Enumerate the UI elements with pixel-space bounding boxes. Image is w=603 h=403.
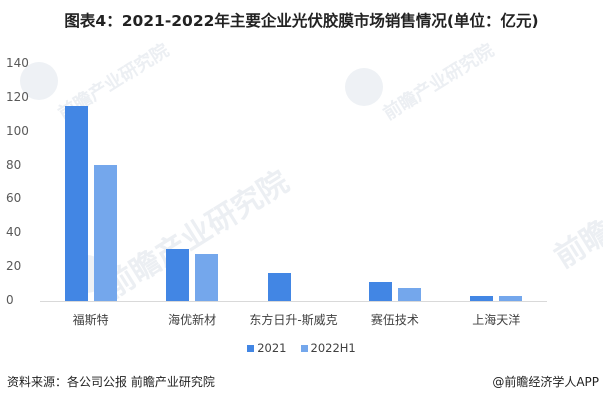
watermark: 前瞻产业研究院	[548, 134, 603, 276]
bar-2021	[64, 105, 88, 301]
legend: 2021 2022H1	[0, 341, 603, 355]
source-note: 资料来源：各公司公报 前瞻产业研究院	[7, 375, 215, 389]
legend-label: 2021	[257, 341, 287, 355]
chart-title: 图表4：2021-2022年主要企业光伏胶膜市场销售情况(单位：亿元)	[64, 12, 539, 30]
legend-item-2021: 2021	[247, 341, 287, 355]
bar-2022h1	[93, 165, 117, 301]
bar-2021	[267, 273, 291, 301]
bar-2021	[166, 249, 190, 301]
legend-swatch-icon	[247, 344, 255, 352]
watermark: 前瞻产业研究院	[379, 39, 498, 125]
x-tick-label: 东方日升-斯威克	[249, 313, 338, 327]
y-tick-label: 20	[6, 259, 22, 274]
bar-2022h1	[397, 287, 421, 301]
y-tick-label: 100	[6, 123, 29, 138]
x-axis-line	[40, 301, 547, 302]
bar-2021	[368, 282, 392, 301]
legend-label: 2022H1	[310, 341, 356, 355]
x-tick-label: 福斯特	[72, 313, 109, 327]
watermark-logo-icon	[20, 62, 58, 100]
y-tick-label: 40	[6, 225, 22, 240]
x-tick-label: 上海天洋	[472, 313, 521, 327]
credit-note: @前瞻经济学人APP	[492, 375, 599, 389]
y-tick-label: 60	[6, 191, 22, 206]
y-tick-label: 80	[6, 157, 22, 172]
y-tick-label: 140	[6, 56, 29, 70]
y-tick-label: 0	[6, 293, 14, 307]
x-tick-label: 海优新材	[168, 313, 217, 327]
bar-2022h1	[499, 295, 523, 301]
bar-2022h1	[195, 253, 219, 301]
x-tick-label: 赛伍技术	[370, 313, 419, 327]
watermark-logo-icon	[345, 68, 383, 106]
legend-swatch-icon	[300, 344, 308, 352]
legend-item-2022h1: 2022H1	[300, 341, 356, 355]
bar-2021	[470, 295, 494, 301]
y-tick-label: 120	[6, 89, 29, 104]
